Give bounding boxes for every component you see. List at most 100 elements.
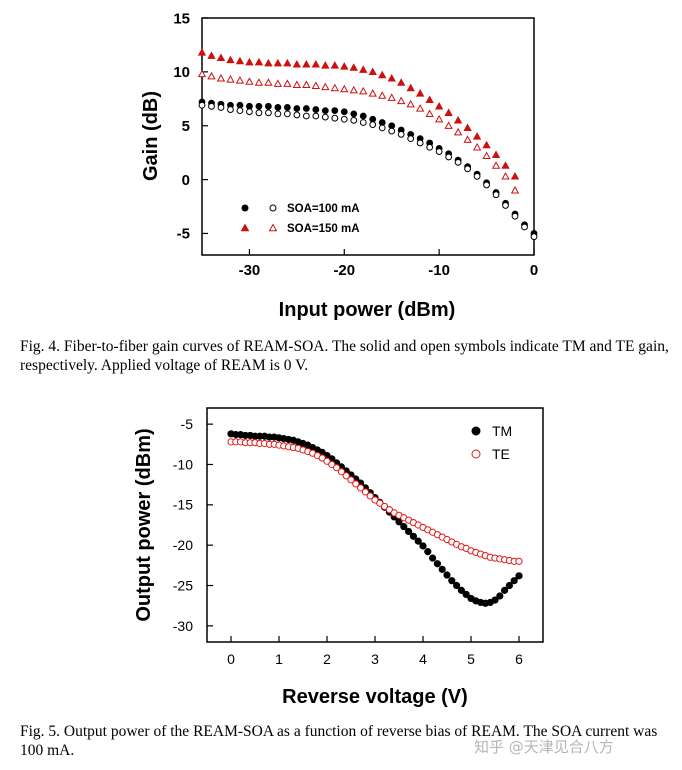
fig5-data-points — [227, 430, 523, 607]
data-point — [217, 104, 225, 111]
data-point — [311, 81, 321, 90]
x-tick-label: 3 — [371, 651, 379, 667]
data-point — [419, 542, 427, 550]
data-point — [255, 109, 263, 117]
data-point — [359, 119, 367, 126]
series-soa-100-ma-tm — [198, 98, 538, 237]
data-point — [350, 110, 358, 118]
data-point — [483, 181, 490, 189]
fig5-ticks: 0 1 2 3 4 5 6 -5 -10 -15 -20 -25 -30 — [173, 416, 523, 667]
data-point — [227, 106, 234, 113]
data-point — [254, 57, 264, 66]
y-tick-label: 15 — [173, 10, 190, 27]
data-point — [454, 158, 462, 166]
x-tick-label: 4 — [419, 651, 427, 667]
data-point — [443, 571, 451, 579]
data-point — [444, 121, 453, 129]
data-point — [347, 476, 355, 484]
data-point — [359, 112, 367, 120]
data-point — [352, 480, 360, 488]
data-point — [397, 78, 406, 86]
fig5-caption: Fig. 5. Output power of the REAM-SOA as … — [20, 723, 658, 759]
data-point — [321, 82, 330, 91]
data-point — [359, 65, 368, 73]
legend-label: TE — [492, 446, 510, 462]
data-point — [501, 171, 510, 180]
data-point — [472, 142, 482, 151]
data-point — [378, 91, 387, 99]
data-point — [472, 132, 482, 140]
data-point — [321, 107, 329, 115]
data-point — [302, 59, 311, 68]
data-point — [510, 185, 520, 194]
data-point — [328, 460, 336, 469]
data-point — [515, 557, 523, 565]
data-point — [463, 135, 472, 143]
data-point — [340, 108, 348, 116]
data-point — [501, 161, 510, 169]
data-point — [349, 85, 358, 94]
fig4-ticks: -30 -20 -10 0 -5 0 5 10 15 — [173, 10, 538, 279]
data-point — [496, 592, 504, 600]
data-point — [208, 102, 215, 110]
data-point — [207, 51, 216, 59]
legend-label: TM — [492, 423, 512, 439]
x-tick-label: 0 — [530, 262, 538, 279]
data-point — [424, 548, 432, 556]
data-point — [321, 113, 329, 121]
data-point — [331, 107, 339, 115]
data-point — [264, 78, 273, 86]
legend-marker — [471, 449, 481, 459]
series-soa-150-ma-te — [197, 69, 520, 194]
data-point — [457, 586, 465, 594]
data-point — [473, 172, 481, 180]
data-point — [491, 161, 501, 169]
data-point — [330, 61, 339, 69]
data-point — [397, 96, 406, 105]
data-point — [366, 492, 374, 500]
data-point — [415, 89, 425, 97]
data-point — [255, 102, 263, 110]
data-point — [361, 488, 369, 496]
data-point — [357, 484, 365, 492]
data-point — [388, 127, 396, 135]
data-point — [501, 586, 509, 594]
data-point — [216, 53, 226, 62]
data-point — [337, 468, 345, 476]
y-tick-label: -5 — [181, 416, 194, 432]
data-point — [491, 596, 499, 604]
data-point — [369, 121, 377, 129]
y-tick-label: -30 — [173, 618, 193, 634]
data-point — [453, 127, 463, 136]
data-point — [435, 148, 443, 155]
legend-label: SOA=150 mA — [287, 223, 360, 235]
data-point — [246, 108, 253, 116]
data-point — [426, 143, 434, 151]
x-tick-label: 1 — [275, 651, 283, 667]
data-point — [425, 95, 434, 104]
fig4-data-points — [197, 48, 538, 241]
data-point — [405, 527, 413, 536]
y-tick-label: 0 — [182, 172, 190, 189]
data-point — [198, 101, 206, 109]
watermark: 知乎 @天津见合八方 — [474, 738, 614, 756]
data-point — [207, 71, 216, 80]
data-point — [216, 73, 226, 82]
data-point — [378, 124, 386, 132]
data-point — [453, 581, 461, 590]
data-point — [425, 109, 434, 118]
data-point — [359, 86, 368, 95]
legend-marker — [268, 223, 278, 232]
data-point — [342, 472, 350, 480]
data-point — [292, 59, 302, 68]
y-tick-label: -5 — [177, 226, 190, 243]
data-point — [371, 496, 379, 504]
fig4-legend: SOA=100 mA SOA=150 mA — [240, 203, 360, 235]
fig5-x-axis-label: Reverse voltage (V) — [282, 686, 468, 708]
fig5-legend: TM TE — [471, 423, 512, 462]
data-point — [323, 457, 331, 465]
data-point — [397, 130, 405, 138]
data-point — [350, 116, 358, 124]
x-tick-label: 0 — [227, 651, 235, 667]
